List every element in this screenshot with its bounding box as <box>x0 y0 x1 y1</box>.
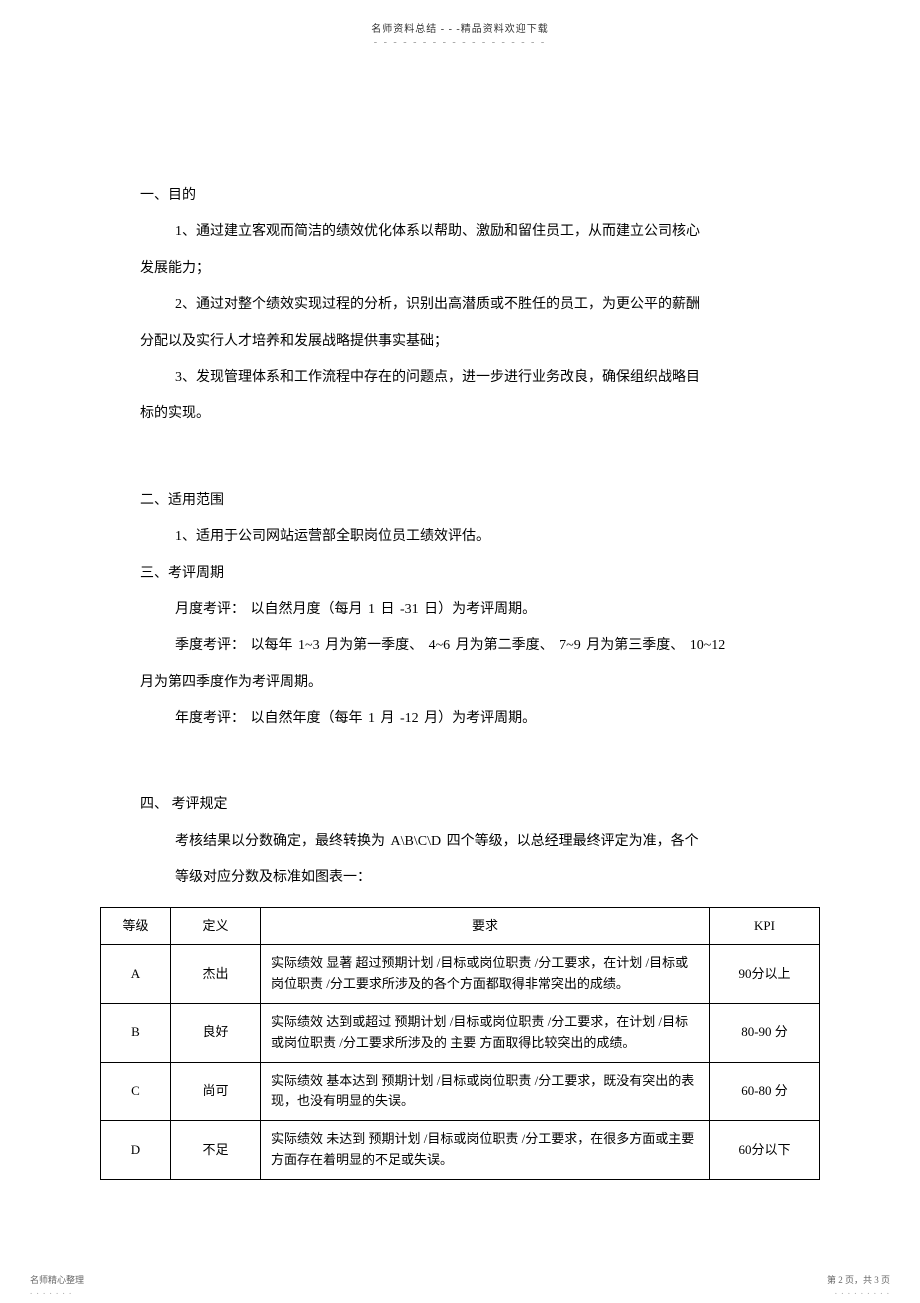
cell-kpi: 60分以下 <box>710 1121 820 1180</box>
section1-item1: 1、通过建立客观而简洁的绩效优化体系以帮助、激励和留住员工，从而建立公司核心 <box>175 214 800 250</box>
cell-kpi: 80-90 分 <box>710 1004 820 1063</box>
cell-kpi: 90分以上 <box>710 945 820 1004</box>
section3-item3: 年度考评： 以自然年度（每年 1 月 -12 月）为考评周期。 <box>175 701 800 737</box>
th-def: 定义 <box>171 907 261 945</box>
section2-title: 二、适用范围 <box>140 483 800 519</box>
th-req: 要求 <box>261 907 710 945</box>
footer-right-text: 第 2 页，共 3 页 <box>827 1273 890 1286</box>
cell-req: 实际绩效 达到或超过 预期计划 /目标或岗位职责 /分工要求，在计划 /目标或岗… <box>261 1004 710 1063</box>
section3-item1: 月度考评： 以自然月度（每月 1 日 -31 日）为考评周期。 <box>175 592 800 628</box>
section1-item1b: 发展能力； <box>140 251 800 287</box>
document-content: 一、目的 1、通过建立客观而简洁的绩效优化体系以帮助、激励和留住员工，从而建立公… <box>0 48 920 897</box>
cell-grade: D <box>101 1121 171 1180</box>
footer-left-text: 名师精心整理 <box>30 1273 84 1286</box>
cell-def: 不足 <box>171 1121 261 1180</box>
cell-def: 尚可 <box>171 1062 261 1121</box>
cell-def: 杰出 <box>171 945 261 1004</box>
header-title: 名师资料总结 - - -精品资料欢迎下载 <box>0 20 920 35</box>
cell-grade: C <box>101 1062 171 1121</box>
section1-title: 一、目的 <box>140 178 800 214</box>
table-header-row: 等级 定义 要求 KPI <box>101 907 820 945</box>
cell-req: 实际绩效 显著 超过预期计划 /目标或岗位职责 /分工要求，在计划 /目标或岗位… <box>261 945 710 1004</box>
grade-table: 等级 定义 要求 KPI A 杰出 实际绩效 显著 超过预期计划 /目标或岗位职… <box>100 907 820 1180</box>
footer-left-dots: . . . . . . . <box>30 1286 84 1296</box>
footer-right: 第 2 页，共 3 页 . . . . . . . . . <box>827 1273 890 1296</box>
section1-item3b: 标的实现。 <box>140 396 800 432</box>
section1-item3: 3、发现管理体系和工作流程中存在的问题点，进一步进行业务改良，确保组织战略目 <box>175 360 800 396</box>
cell-req: 实际绩效 未达到 预期计划 /目标或岗位职责 /分工要求，在很多方面或主要方面存… <box>261 1121 710 1180</box>
table-row: B 良好 实际绩效 达到或超过 预期计划 /目标或岗位职责 /分工要求，在计划 … <box>101 1004 820 1063</box>
section2-item1: 1、适用于公司网站运营部全职岗位员工绩效评估。 <box>175 519 800 555</box>
section4-item2: 等级对应分数及标准如图表一： <box>175 860 800 896</box>
cell-grade: A <box>101 945 171 1004</box>
table-row: C 尚可 实际绩效 基本达到 预期计划 /目标或岗位职责 /分工要求，既没有突出… <box>101 1062 820 1121</box>
th-kpi: KPI <box>710 907 820 945</box>
section1-item2b: 分配以及实行人才培养和发展战略提供事实基础； <box>140 324 800 360</box>
table-row: D 不足 实际绩效 未达到 预期计划 /目标或岗位职责 /分工要求，在很多方面或… <box>101 1121 820 1180</box>
table-row: A 杰出 实际绩效 显著 超过预期计划 /目标或岗位职责 /分工要求，在计划 /… <box>101 945 820 1004</box>
section3-item2b: 月为第四季度作为考评周期。 <box>140 665 800 701</box>
footer-left: 名师精心整理 . . . . . . . <box>30 1273 84 1296</box>
section1-item2: 2、通过对整个绩效实现过程的分析，识别出高潜质或不胜任的员工，为更公平的薪酬 <box>175 287 800 323</box>
th-grade: 等级 <box>101 907 171 945</box>
footer-right-dots: . . . . . . . . . <box>827 1286 890 1296</box>
section4-item1: 考核结果以分数确定，最终转换为 A\B\C\D 四个等级，以总经理最终评定为准，… <box>175 824 800 860</box>
cell-grade: B <box>101 1004 171 1063</box>
grade-table-wrapper: 等级 定义 要求 KPI A 杰出 实际绩效 显著 超过预期计划 /目标或岗位职… <box>100 907 820 1180</box>
cell-def: 良好 <box>171 1004 261 1063</box>
cell-kpi: 60-80 分 <box>710 1062 820 1121</box>
page-header: 名师资料总结 - - -精品资料欢迎下载 - - - - - - - - - -… <box>0 0 920 48</box>
cell-req: 实际绩效 基本达到 预期计划 /目标或岗位职责 /分工要求，既没有突出的表现，也… <box>261 1062 710 1121</box>
section3-title: 三、考评周期 <box>140 556 800 592</box>
section4-title: 四、 考评规定 <box>140 787 800 823</box>
section3-item2: 季度考评： 以每年 1~3 月为第一季度、 4~6 月为第二季度、 7~9 月为… <box>175 628 800 664</box>
header-dots: - - - - - - - - - - - - - - - - - - <box>0 37 920 48</box>
